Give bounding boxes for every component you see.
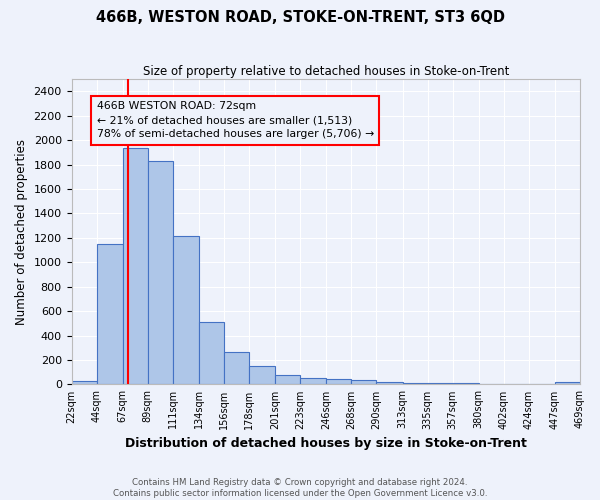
Bar: [199, 322, 224, 384]
Bar: [148, 161, 173, 384]
Bar: [249, 366, 275, 384]
Bar: [300, 378, 326, 384]
Bar: [71, 382, 97, 384]
Text: Contains HM Land Registry data © Crown copyright and database right 2024.
Contai: Contains HM Land Registry data © Crown c…: [113, 478, 487, 498]
Bar: [555, 382, 580, 384]
Bar: [326, 379, 352, 384]
Bar: [428, 383, 452, 384]
Bar: [224, 352, 249, 384]
Title: Size of property relative to detached houses in Stoke-on-Trent: Size of property relative to detached ho…: [143, 65, 509, 78]
X-axis label: Distribution of detached houses by size in Stoke-on-Trent: Distribution of detached houses by size …: [125, 437, 527, 450]
Bar: [173, 236, 199, 384]
Bar: [452, 383, 479, 384]
Y-axis label: Number of detached properties: Number of detached properties: [15, 139, 28, 325]
Bar: [376, 382, 403, 384]
Bar: [97, 244, 123, 384]
Bar: [275, 374, 300, 384]
Text: 466B WESTON ROAD: 72sqm
← 21% of detached houses are smaller (1,513)
78% of semi: 466B WESTON ROAD: 72sqm ← 21% of detache…: [97, 101, 374, 139]
Text: 466B, WESTON ROAD, STOKE-ON-TRENT, ST3 6QD: 466B, WESTON ROAD, STOKE-ON-TRENT, ST3 6…: [95, 10, 505, 25]
Bar: [403, 382, 428, 384]
Bar: [123, 148, 148, 384]
Bar: [352, 380, 376, 384]
